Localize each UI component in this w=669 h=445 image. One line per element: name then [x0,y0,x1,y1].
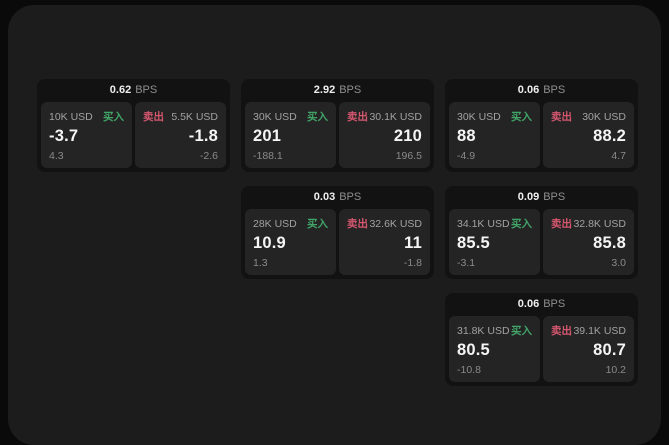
sell-main-value: -1.8 [188,127,218,145]
buy-panel[interactable]: 30K USD 买入 201 -188.1 [245,102,336,168]
sell-amount-label: 32.6K USD [369,217,422,230]
sell-panel[interactable]: 卖出 30.1K USD 210 196.5 [339,102,430,168]
bps-unit-label: BPS [339,84,362,96]
buy-amount-label: 28K USD [253,217,297,230]
sell-panel[interactable]: 卖出 32.6K USD 11 -1.8 [339,209,430,275]
sell-amount-label: 5.5K USD [171,110,218,123]
quote-card[interactable]: 2.92 BPS 30K USD 买入 201 -188.1 卖出 30.1K … [241,79,434,172]
quote-card[interactable]: 0.03 BPS 28K USD 买入 10.9 1.3 卖出 32.6K US… [241,186,434,279]
sell-side-tag: 卖出 [551,218,572,230]
sell-side-tag: 卖出 [347,111,368,123]
sell-panel[interactable]: 卖出 30K USD 88.2 4.7 [543,102,634,168]
buy-side-tag: 买入 [511,111,532,123]
bps-header: 0.09 BPS [449,186,634,209]
sell-main-value: 80.7 [593,341,626,359]
buy-main-value: 88 [457,127,476,145]
sell-sub-value: 3.0 [611,257,626,269]
sell-main-value: 210 [393,127,422,145]
buy-side-tag: 买入 [511,325,532,337]
sell-side-tag: 卖出 [551,111,572,123]
sell-amount-label: 30.1K USD [369,110,422,123]
bps-header: 0.06 BPS [449,79,634,102]
buy-sub-value: -3.1 [457,257,476,269]
buy-side-tag: 买入 [103,111,124,123]
sell-main-value: 11 [404,234,422,252]
buy-main-value: 10.9 [253,234,286,252]
buy-amount-label: 10K USD [49,110,93,123]
quote-card[interactable]: 0.09 BPS 34.1K USD 买入 85.5 -3.1 卖出 32.8K… [445,186,638,279]
sell-main-value: 88.2 [593,127,626,145]
buy-sub-value: 4.3 [49,150,64,162]
buy-amount-label: 30K USD [457,110,501,123]
bps-value: 0.06 [517,84,540,96]
bps-header: 0.06 BPS [449,293,634,316]
sell-side-tag: 卖出 [143,111,164,123]
buy-main-value: 80.5 [457,341,490,359]
bps-value: 0.09 [517,191,540,203]
buy-sub-value: 1.3 [253,257,268,269]
sell-panel[interactable]: 卖出 39.1K USD 80.7 10.2 [543,316,634,382]
bps-unit-label: BPS [543,298,566,310]
buy-main-value: 201 [253,127,282,145]
bps-value: 0.03 [313,191,336,203]
buy-sub-value: -188.1 [253,150,283,162]
cards-grid: 0.62 BPS 10K USD 买入 -3.7 4.3 卖出 5.5K USD… [37,79,638,386]
quote-card[interactable]: 0.06 BPS 31.8K USD 买入 80.5 -10.8 卖出 39.1… [445,293,638,386]
buy-main-value: -3.7 [49,127,79,145]
buy-amount-label: 34.1K USD [457,217,510,230]
sell-sub-value: 4.7 [611,150,626,162]
sell-sub-value: 196.5 [395,150,422,162]
bps-header: 0.03 BPS [245,186,430,209]
buy-main-value: 85.5 [457,234,490,252]
quote-card[interactable]: 0.06 BPS 30K USD 买入 88 -4.9 卖出 30K USD 8… [445,79,638,172]
sell-panel[interactable]: 卖出 32.8K USD 85.8 3.0 [543,209,634,275]
sell-panel[interactable]: 卖出 5.5K USD -1.8 -2.6 [135,102,226,168]
buy-panel[interactable]: 10K USD 买入 -3.7 4.3 [41,102,132,168]
bps-header: 0.62 BPS [41,79,226,102]
buy-panel[interactable]: 28K USD 买入 10.9 1.3 [245,209,336,275]
sell-side-tag: 卖出 [551,325,572,337]
buy-amount-label: 31.8K USD [457,324,510,337]
main-panel: 0.62 BPS 10K USD 买入 -3.7 4.3 卖出 5.5K USD… [8,5,661,445]
bps-unit-label: BPS [543,191,566,203]
bps-value: 0.62 [109,84,132,96]
buy-side-tag: 买入 [307,111,328,123]
buy-sub-value: -10.8 [457,364,481,376]
bps-unit-label: BPS [543,84,566,96]
buy-side-tag: 买入 [511,218,532,230]
sell-sub-value: -2.6 [199,150,218,162]
bps-unit-label: BPS [135,84,158,96]
buy-sub-value: -4.9 [457,150,476,162]
buy-side-tag: 买入 [307,218,328,230]
buy-panel[interactable]: 31.8K USD 买入 80.5 -10.8 [449,316,540,382]
bps-header: 2.92 BPS [245,79,430,102]
sell-sub-value: 10.2 [605,364,626,376]
buy-panel[interactable]: 34.1K USD 买入 85.5 -3.1 [449,209,540,275]
sell-sub-value: -1.8 [403,257,422,269]
bps-value: 0.06 [517,298,540,310]
bps-unit-label: BPS [339,191,362,203]
quote-card[interactable]: 0.62 BPS 10K USD 买入 -3.7 4.3 卖出 5.5K USD… [37,79,230,172]
sell-main-value: 85.8 [593,234,626,252]
sell-amount-label: 39.1K USD [573,324,626,337]
sell-amount-label: 32.8K USD [573,217,626,230]
sell-amount-label: 30K USD [582,110,626,123]
buy-amount-label: 30K USD [253,110,297,123]
bps-value: 2.92 [313,84,336,96]
sell-side-tag: 卖出 [347,218,368,230]
buy-panel[interactable]: 30K USD 买入 88 -4.9 [449,102,540,168]
